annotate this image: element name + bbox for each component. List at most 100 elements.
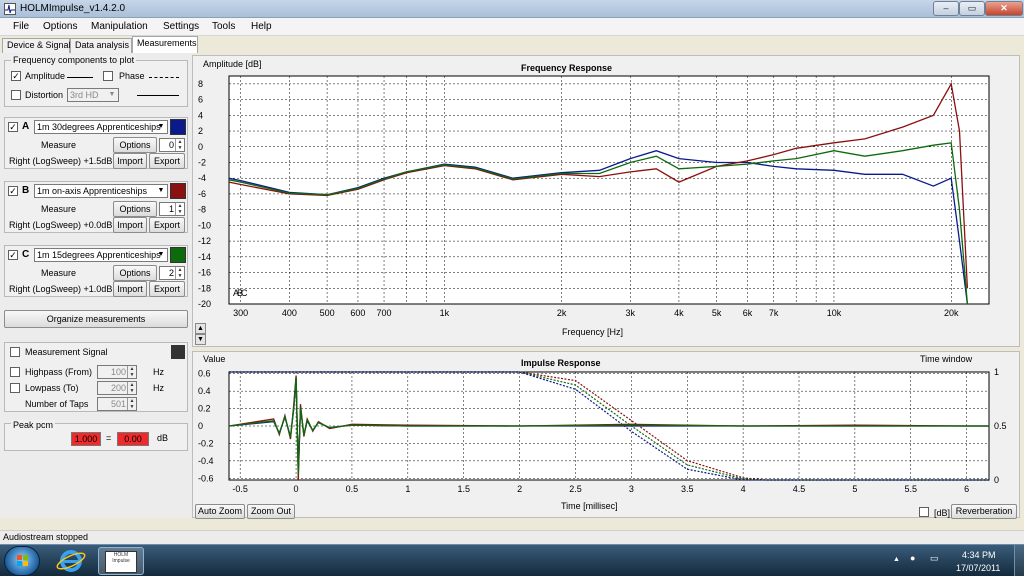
frequency-xlabel: Frequency [Hz]: [562, 327, 624, 337]
show-desktop-button[interactable]: [1014, 545, 1024, 576]
close-button[interactable]: ✕: [985, 1, 1023, 16]
highpass-spinner[interactable]: 100 ▲ ▼: [97, 365, 137, 379]
measurement-a-spinner[interactable]: 0 ▲ ▼: [159, 138, 185, 152]
measurement-a-import-button[interactable]: Import: [113, 153, 147, 169]
frequency-x-tick-label: 7k: [769, 308, 779, 318]
measurement-a-color-swatch[interactable]: [170, 119, 186, 135]
menu-settings[interactable]: Settings: [163, 21, 200, 32]
internet-explorer-icon[interactable]: [52, 548, 90, 574]
lowpass-checkbox[interactable]: [10, 383, 20, 393]
amplitude-label: Amplitude: [25, 71, 66, 81]
lowpass-spinner[interactable]: 200 ▲ ▼: [97, 381, 137, 395]
impulse-x-tick-label: 4.5: [793, 484, 806, 494]
frequency-y-tick-label: 6: [198, 95, 203, 105]
measurement-c-checkbox[interactable]: ✓: [8, 250, 18, 260]
measurement-signal-checkbox[interactable]: [10, 347, 20, 357]
measurement-c-spinner[interactable]: 2 ▲ ▼: [159, 266, 185, 280]
clock-time[interactable]: 4:34 PM: [962, 550, 996, 560]
frequency-response-chart[interactable]: 8 6 4 2 0 -2 -4 -6 -8 -10 -12 -14 -16 -18 -20 300 400 500…: [193, 56, 1019, 346]
menu-tools[interactable]: Tools: [212, 21, 236, 32]
menu-help[interactable]: Help: [251, 21, 272, 32]
peak-pcm-value: 1.000: [71, 432, 101, 446]
taskbar-holmimpulse[interactable]: HOLM Impulse: [98, 547, 144, 575]
spinner-arrows-icon[interactable]: ▲ ▼: [175, 203, 184, 215]
measurement-b-options-button[interactable]: Options: [113, 201, 157, 217]
measurement-a-letter: A: [22, 121, 30, 132]
measurement-b-checkbox[interactable]: ✓: [8, 186, 18, 196]
measurement-b-info: Right (LogSweep) +0.0dB: [9, 220, 113, 230]
amplitude-checkbox[interactable]: ✓: [11, 71, 21, 81]
frequency-x-tick-label: 700: [377, 308, 392, 318]
measurement-a-export-button[interactable]: Export: [149, 153, 185, 169]
spinner-arrows-icon[interactable]: ▲ ▼: [175, 139, 184, 151]
auto-zoom-button[interactable]: Auto Zoom: [195, 504, 245, 519]
measurement-a-select[interactable]: 1m 30degrees Apprenticeships ▼: [34, 120, 168, 134]
tab-device-signal[interactable]: Device & Signal: [2, 38, 71, 53]
frequency-x-tick-label: 3k: [626, 308, 636, 318]
scroll-up-icon[interactable]: ▲: [195, 323, 206, 334]
measurement-b-export-button[interactable]: Export: [149, 217, 185, 233]
impulse-response-chart[interactable]: 0.6 0.4 0.2 0 -0.2 -0.4 -0.6 1 0.5 0 -0.5 0 0.5 1 1.5 2…: [193, 352, 1019, 502]
spinner-arrows-icon[interactable]: ▲ ▼: [175, 267, 184, 279]
measurement-b-measure-label: Measure: [41, 204, 77, 214]
measurement-c-info: Right (LogSweep) +1.0dB: [9, 284, 113, 294]
measurement-a-checkbox[interactable]: ✓: [8, 122, 18, 132]
network-icon[interactable]: ●: [910, 553, 916, 563]
maximize-button[interactable]: ▭: [959, 1, 985, 16]
measurement-c-import-button[interactable]: Import: [113, 281, 147, 297]
distortion-label: Distortion: [25, 90, 64, 100]
clock-date[interactable]: 17/07/2011: [956, 563, 1001, 573]
spinner-arrows-icon[interactable]: ▲ ▼: [127, 398, 136, 410]
organize-measurements-button[interactable]: Organize measurements: [4, 310, 188, 328]
tab-measurements[interactable]: Measurements: [132, 36, 198, 53]
measurement-c-export-button[interactable]: Export: [149, 281, 185, 297]
measurement-c-color-swatch[interactable]: [170, 247, 186, 263]
impulse-series-c: [228, 377, 989, 475]
frequency-legend-c: C: [241, 288, 248, 298]
measurement-b-spinner[interactable]: 1 ▲ ▼: [159, 202, 185, 216]
menu-manipulation[interactable]: Manipulation: [91, 21, 148, 32]
measurement-b-select[interactable]: 1m on-axis Apprenticeships ▼: [34, 184, 168, 198]
minimize-button[interactable]: –: [933, 1, 959, 16]
spinner-arrows-icon[interactable]: ▲ ▼: [127, 382, 136, 394]
impulse-x-tick-label: 4: [741, 484, 746, 494]
phase-checkbox[interactable]: [103, 71, 113, 81]
menu-file[interactable]: File: [13, 21, 30, 32]
taps-spinner[interactable]: 501 ▲ ▼: [97, 397, 137, 411]
distortion-checkbox[interactable]: [11, 90, 21, 100]
impulse-x-tick-label: 6: [964, 484, 969, 494]
measurement-b-color-swatch[interactable]: [170, 183, 186, 199]
start-button[interactable]: [4, 546, 40, 576]
impulse-y-tick-label: -0.6: [198, 473, 214, 483]
impulse-response-panel: Value Impulse Response Time window Time …: [192, 351, 1020, 519]
tab-data-analysis[interactable]: Data analysis: [70, 38, 132, 53]
measurement-c-options-button[interactable]: Options: [113, 265, 157, 281]
measurement-a-options-button[interactable]: Options: [113, 137, 157, 153]
impulse-x-tick-label: 5.5: [905, 484, 918, 494]
left-panel: Frequency components to plot ✓ Amplitude…: [0, 53, 192, 518]
frequency-title: Frequency Response: [521, 63, 613, 73]
reverberation-button[interactable]: Reverberation: [951, 504, 1017, 519]
db-checkbox[interactable]: [919, 507, 929, 517]
frequency-y-tick-label: 4: [198, 110, 203, 120]
action-center-icon[interactable]: ▭: [930, 553, 939, 563]
highpass-checkbox[interactable]: [10, 367, 20, 377]
peak-equals: =: [106, 433, 112, 443]
scroll-down-icon[interactable]: ▼: [195, 334, 206, 345]
measurement-signal-color-swatch[interactable]: [171, 345, 185, 359]
frequency-legend-b: B: [237, 288, 243, 298]
show-hidden-icons-icon[interactable]: ▲: [893, 556, 900, 563]
spinner-arrows-icon[interactable]: ▲ ▼: [127, 366, 136, 378]
peak-db-value: 0.00: [117, 432, 149, 446]
measurement-c-measure-label: Measure: [41, 268, 77, 278]
measurement-b-import-button[interactable]: Import: [113, 217, 147, 233]
frequency-y-tick-label: 0: [198, 142, 203, 152]
frequency-y-tick-label: -4: [198, 173, 206, 183]
frequency-y-tick-label: -14: [198, 252, 211, 262]
measurement-c-select[interactable]: 1m 15degrees Apprenticeships ▼: [34, 248, 168, 262]
menu-options[interactable]: Options: [43, 21, 78, 32]
zoom-out-button[interactable]: Zoom Out: [247, 504, 295, 519]
chevron-down-icon: ▼: [108, 91, 116, 98]
distortion-select[interactable]: 3rd HD ▼: [67, 88, 119, 102]
frequency-plot-area: [228, 75, 990, 305]
